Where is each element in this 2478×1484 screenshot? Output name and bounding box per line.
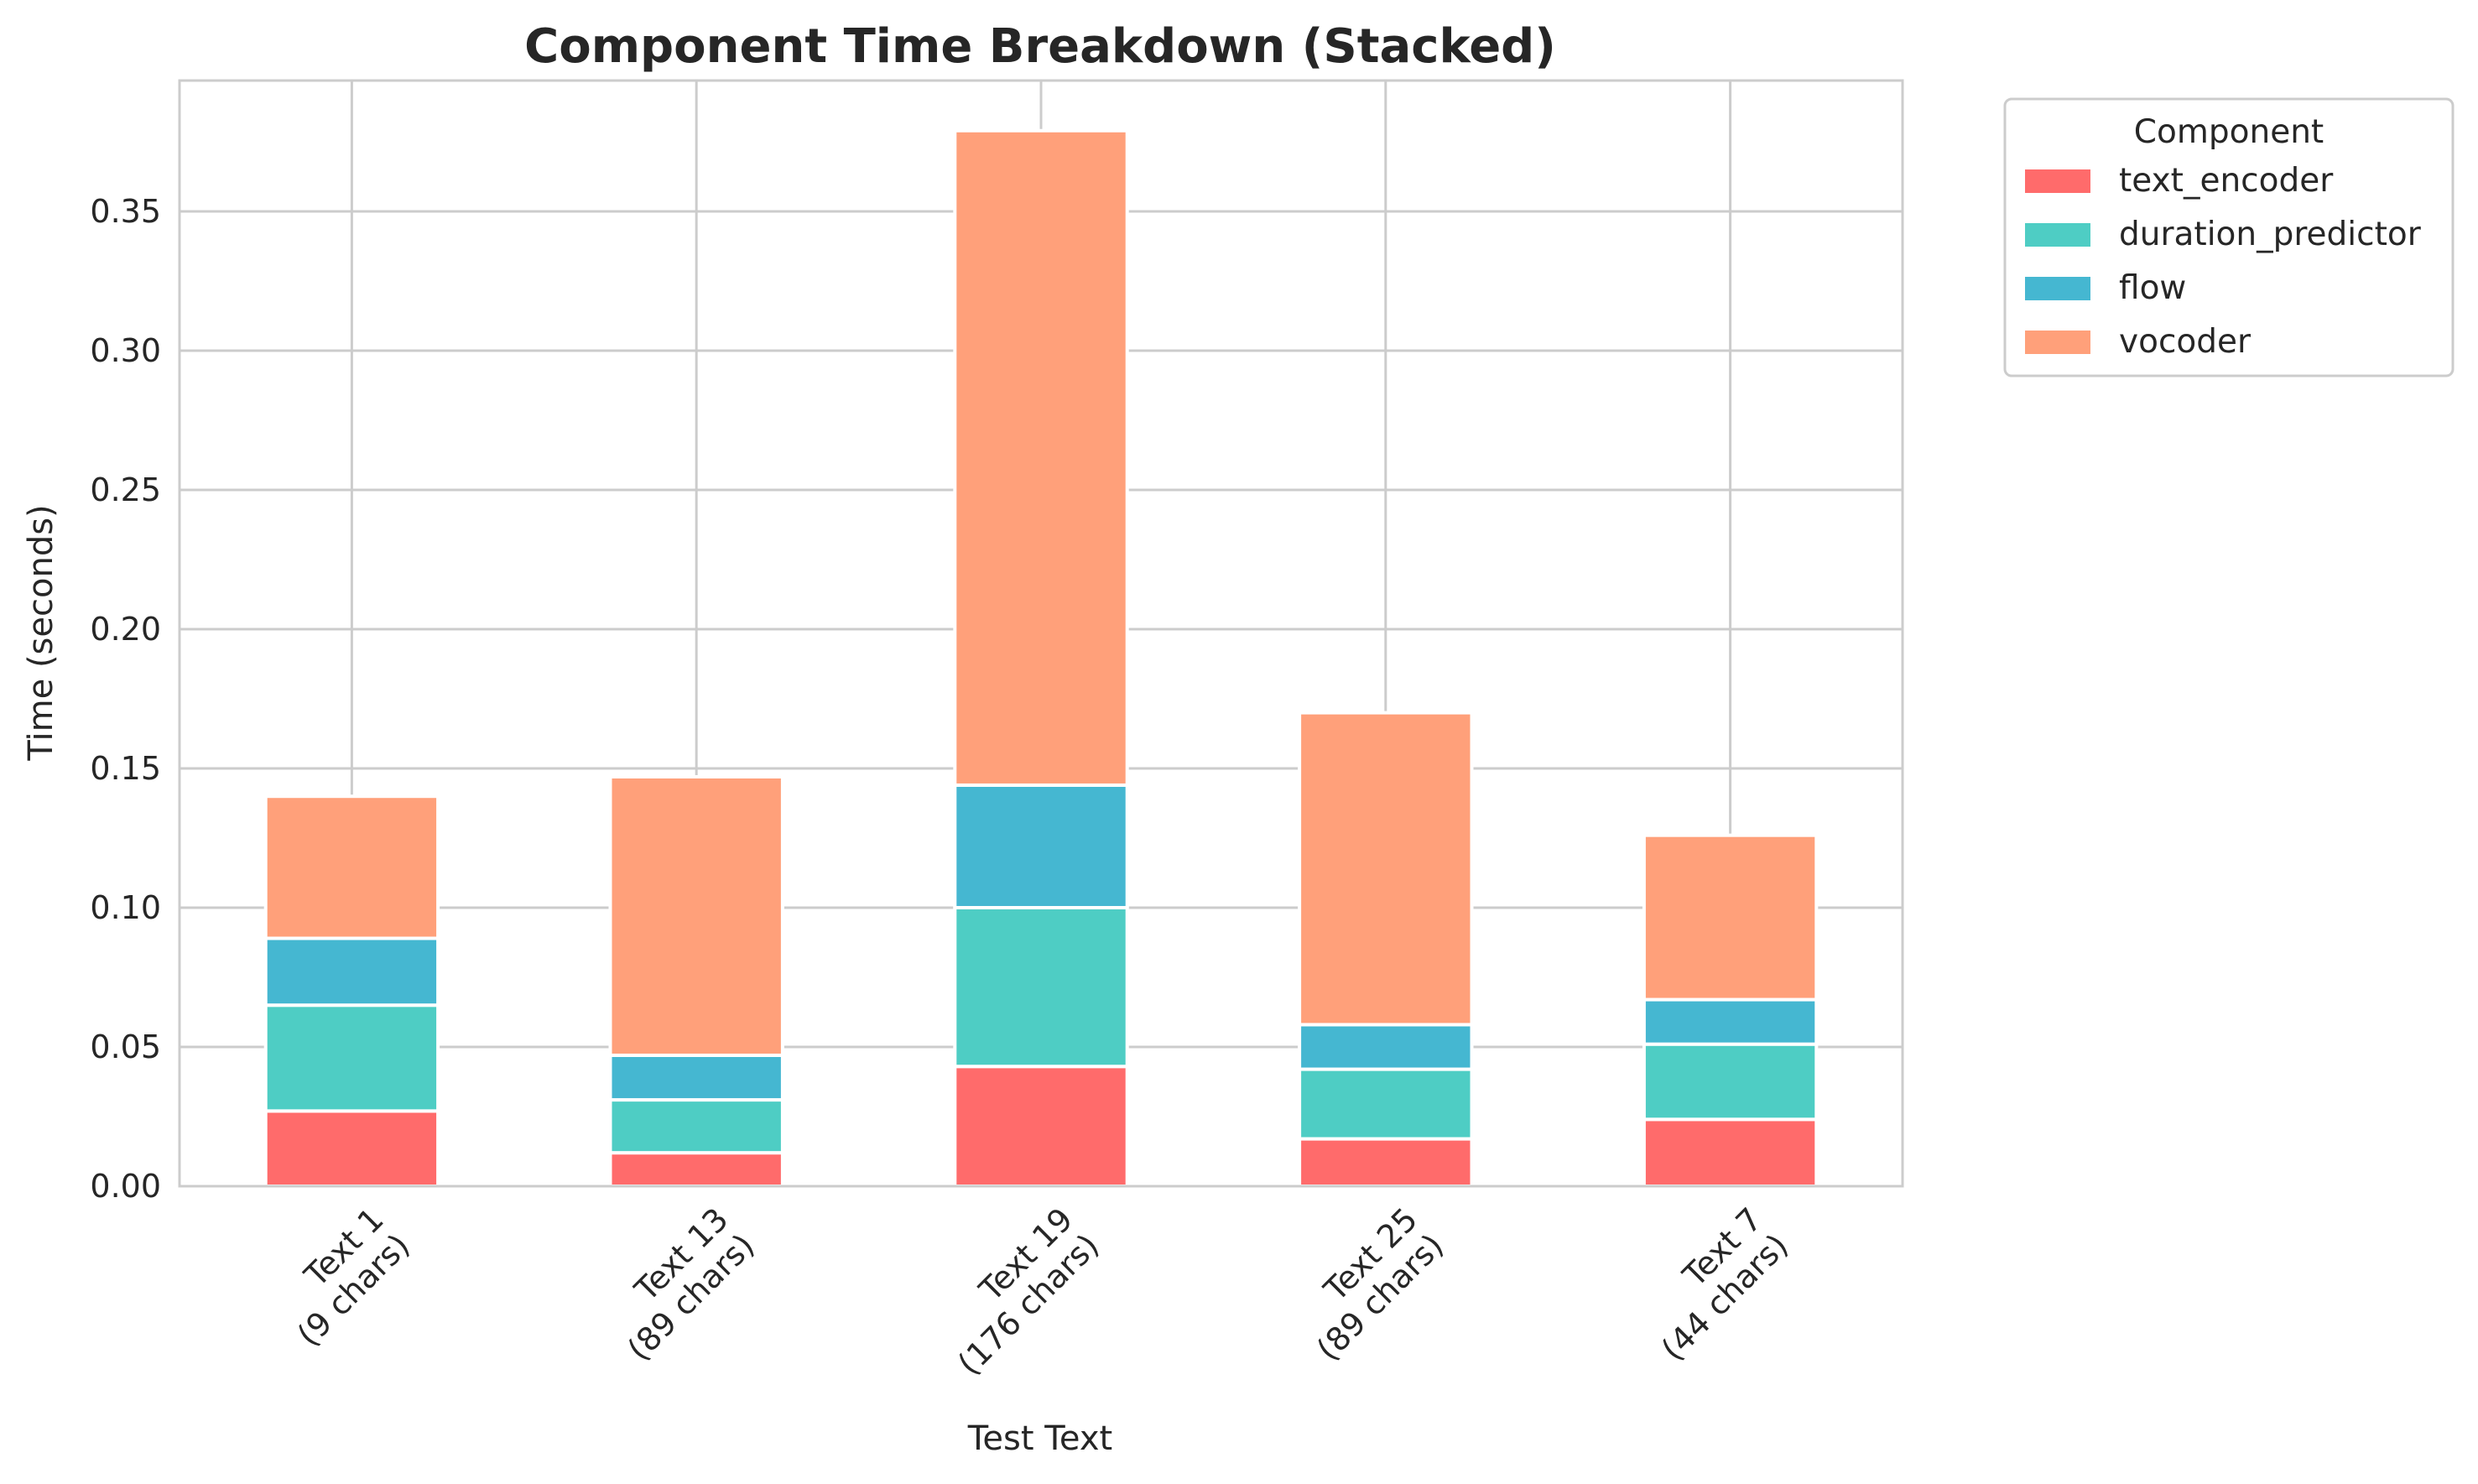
- y-tick-label: 0.15: [90, 750, 161, 787]
- legend-title: Component: [2134, 113, 2324, 151]
- y-tick-label: 0.00: [90, 1168, 161, 1205]
- chart-title: Component Time Breakdown (Stacked): [524, 19, 1556, 74]
- legend-swatch-vocoder: [2025, 331, 2090, 354]
- legend-label-flow: flow: [2119, 269, 2186, 307]
- y-tick-label: 0.10: [90, 889, 161, 926]
- bar-duration_predictor: [1298, 1067, 1474, 1141]
- bar-duration_predictor: [953, 906, 1129, 1069]
- x-axis-label: Test Text: [967, 1419, 1112, 1458]
- bar-flow: [608, 1053, 784, 1102]
- y-axis-ticks: 0.00 0.05 0.10 0.15 0.20 0.25 0.30 0.35: [90, 193, 161, 1205]
- y-tick-label: 0.05: [90, 1028, 161, 1065]
- legend-frame: [2003, 97, 2455, 378]
- legend-label-text_encoder: text_encoder: [2119, 162, 2334, 200]
- y-tick-label: 0.25: [90, 471, 161, 508]
- bar-flow: [1298, 1023, 1474, 1071]
- y-tick-label: 0.30: [90, 332, 161, 369]
- y-tick-label: 0.20: [90, 611, 161, 648]
- bar-flow: [263, 936, 440, 1008]
- bar-flow: [953, 783, 1129, 910]
- legend-swatch-text_encoder: [2025, 169, 2090, 193]
- bar-duration_predictor: [263, 1003, 440, 1113]
- bars: [263, 128, 1819, 1189]
- bar-vocoder: [953, 128, 1129, 787]
- bar-vocoder: [1642, 833, 1819, 1002]
- bar-text_encoder: [608, 1151, 784, 1189]
- bar-vocoder: [608, 774, 784, 1057]
- legend: Component text_encoder duration_predictor…: [2003, 97, 2455, 378]
- legend-swatch-duration_predictor: [2025, 223, 2090, 247]
- plot-frame: [178, 79, 1904, 1188]
- bar-text_encoder: [1298, 1137, 1474, 1189]
- bar-vocoder: [263, 794, 440, 940]
- legend-swatch-flow: [2025, 277, 2090, 300]
- bar-text_encoder: [1642, 1117, 1819, 1188]
- bar-flow: [1642, 997, 1819, 1046]
- legend-label-vocoder: vocoder: [2119, 323, 2252, 361]
- bar-text_encoder: [953, 1065, 1129, 1189]
- legend-label-duration_predictor: duration_predictor: [2119, 216, 2422, 253]
- y-axis-label: Time (seconds): [22, 504, 60, 761]
- bar-duration_predictor: [608, 1098, 784, 1155]
- bar-vocoder: [1298, 711, 1474, 1027]
- bar-text_encoder: [263, 1109, 440, 1188]
- y-tick-label: 0.35: [90, 193, 161, 230]
- bar-duration_predictor: [1642, 1042, 1819, 1122]
